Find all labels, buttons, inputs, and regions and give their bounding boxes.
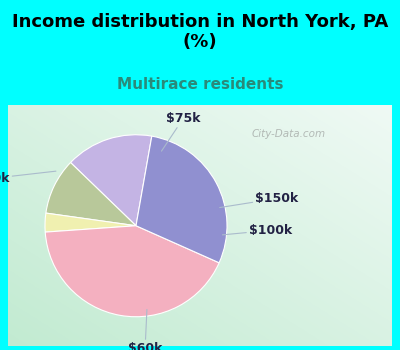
Text: $100k: $100k [222, 224, 292, 237]
Wedge shape [136, 136, 227, 263]
Wedge shape [70, 135, 152, 226]
Text: $20k: $20k [0, 171, 56, 185]
Text: $150k: $150k [220, 192, 299, 208]
Text: $75k: $75k [162, 112, 200, 151]
Text: City-Data.com: City-Data.com [251, 129, 325, 139]
Text: $60k: $60k [128, 309, 162, 350]
Wedge shape [45, 226, 219, 317]
Wedge shape [45, 213, 136, 232]
Text: Income distribution in North York, PA
(%): Income distribution in North York, PA (%… [12, 13, 388, 51]
Text: Multirace residents: Multirace residents [117, 77, 283, 92]
Wedge shape [46, 162, 136, 226]
